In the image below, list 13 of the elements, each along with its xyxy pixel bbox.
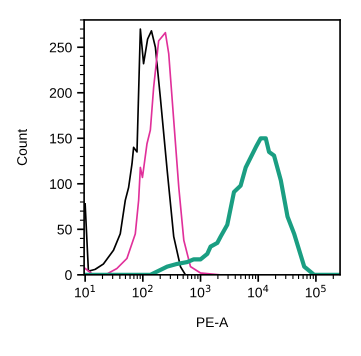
y-axis-title: Count [17,128,27,166]
x-axis-title: PE-A [197,317,228,328]
x-tick-label: 10$^{3}$ [190,284,210,298]
y-tick-label: 50 [57,224,72,234]
y-tick-label: 200 [50,88,72,98]
x-tick-label: 10$^{1}$ [75,284,95,298]
x-tick-label: 10$^{2}$ [132,284,153,298]
x-tick-label: 10$^{5}$ [306,284,326,298]
x-tick-label: 10$^{4}$ [248,284,268,298]
y-tick-label: 250 [50,42,72,52]
y-tick-label: 150 [50,134,72,144]
y-tick-label: 0 [65,270,72,280]
y-tick-label: 100 [50,179,72,189]
